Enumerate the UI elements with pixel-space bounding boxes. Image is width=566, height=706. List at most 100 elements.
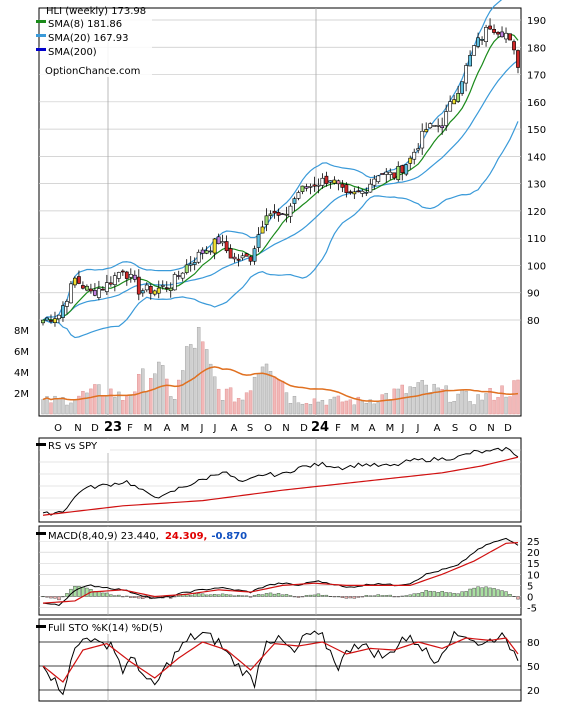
volume-bar	[173, 399, 177, 415]
candle-body	[480, 39, 484, 41]
price-tick-label: 80	[527, 316, 540, 327]
candle-body	[324, 175, 329, 184]
candle-body	[272, 210, 277, 214]
volume-bar	[69, 402, 73, 415]
macd-histogram-bar	[81, 586, 85, 597]
candle-body	[200, 249, 205, 254]
volume-bar	[316, 401, 321, 415]
candle-body	[332, 179, 337, 184]
month-label: F	[127, 423, 133, 434]
candle-body	[408, 157, 413, 164]
volume-bar	[244, 392, 249, 415]
volume-bar	[348, 399, 353, 415]
candle-body	[184, 264, 189, 273]
macd-histogram-bar	[356, 596, 361, 598]
candle-body	[152, 290, 157, 295]
candle-body	[280, 213, 285, 215]
volume-bar	[432, 383, 436, 415]
volume-bar	[184, 346, 189, 415]
sto-k-line	[42, 630, 519, 696]
volume-bar	[364, 402, 369, 415]
rs-label: RS vs SPY	[48, 441, 98, 452]
macd-histogram-bar	[272, 593, 277, 597]
volume-bar	[516, 379, 520, 415]
macd-tick-label: 10	[527, 570, 540, 581]
macd-histogram-bar	[328, 596, 333, 597]
volume-bar	[121, 400, 125, 415]
volume-bar	[41, 399, 45, 415]
volume-bar	[228, 387, 233, 415]
macd-histogram-bar	[200, 593, 205, 597]
chart-title: HLI (weekly) 173.98	[46, 6, 146, 17]
candle-body	[404, 164, 409, 175]
macd-histogram-bar	[424, 590, 428, 597]
macd-histogram-bar	[49, 596, 53, 599]
macd-histogram-bar	[412, 593, 416, 597]
volume-bar	[196, 327, 201, 415]
price-tick-label: 170	[527, 71, 546, 82]
candle-body	[252, 248, 257, 262]
macd-histogram-bar	[296, 596, 301, 598]
volume-bars	[41, 327, 520, 415]
macd-histogram	[41, 586, 520, 601]
volume-bar	[81, 390, 85, 415]
candles	[41, 18, 520, 327]
macd-histogram-bar	[192, 593, 197, 597]
volume-bar	[280, 380, 285, 415]
candle-body	[504, 32, 508, 40]
candle-body	[336, 180, 341, 185]
volume-bar	[232, 401, 237, 415]
volume-bar	[320, 400, 325, 415]
legend-sma200: SMA(200)	[48, 47, 97, 58]
price-tick-label: 100	[527, 261, 546, 272]
macd-histogram-bar	[208, 594, 213, 597]
month-label: D	[504, 423, 512, 434]
candle-body	[232, 256, 237, 260]
volume-bar	[65, 404, 69, 415]
macd-histogram-bar	[396, 596, 400, 598]
month-label: J	[401, 423, 405, 434]
month-label: M	[144, 423, 153, 434]
month-label: J	[213, 423, 217, 434]
macd-histogram-bar	[105, 592, 109, 597]
volume-bar	[304, 403, 309, 415]
candle-body	[116, 272, 121, 279]
volume-bar	[396, 388, 400, 415]
volume-bar	[356, 396, 361, 415]
macd-histogram-bar	[57, 596, 61, 601]
macd-histogram-bar	[224, 594, 229, 597]
candle-body	[81, 285, 85, 289]
candle-body	[444, 111, 449, 126]
candle-body	[92, 290, 97, 296]
candle-body	[328, 180, 333, 183]
macd-signal-line	[42, 542, 519, 604]
volume-bar	[113, 397, 117, 415]
candle-body	[128, 274, 133, 278]
candle-body	[240, 255, 245, 259]
macd-histogram-bar	[368, 595, 373, 597]
volume-bar	[93, 384, 97, 415]
macd-histogram-bar	[65, 593, 69, 597]
candle-body	[196, 251, 201, 263]
volume-bar	[89, 388, 93, 415]
month-label: M	[181, 423, 190, 434]
volume-bar	[252, 376, 257, 415]
candle-body	[41, 319, 45, 324]
macd-histogram-bar	[388, 594, 392, 597]
volume-bar	[508, 396, 512, 415]
candle-body	[192, 262, 197, 265]
macd-histogram-bar	[284, 594, 289, 597]
volume-bar	[220, 400, 225, 415]
volume-bar	[456, 393, 460, 415]
candle-body	[244, 253, 249, 257]
macd-histogram-bar	[492, 588, 496, 597]
candle-body	[208, 250, 213, 253]
macd-histogram-bar	[173, 596, 177, 598]
candle-body	[77, 276, 81, 284]
macd-histogram-bar	[216, 594, 221, 597]
macd-tick-label: 15	[527, 559, 540, 570]
macd-histogram-bar	[400, 595, 404, 597]
candle-body	[73, 277, 77, 286]
volume-bar	[372, 403, 377, 415]
candle-body	[100, 288, 105, 291]
